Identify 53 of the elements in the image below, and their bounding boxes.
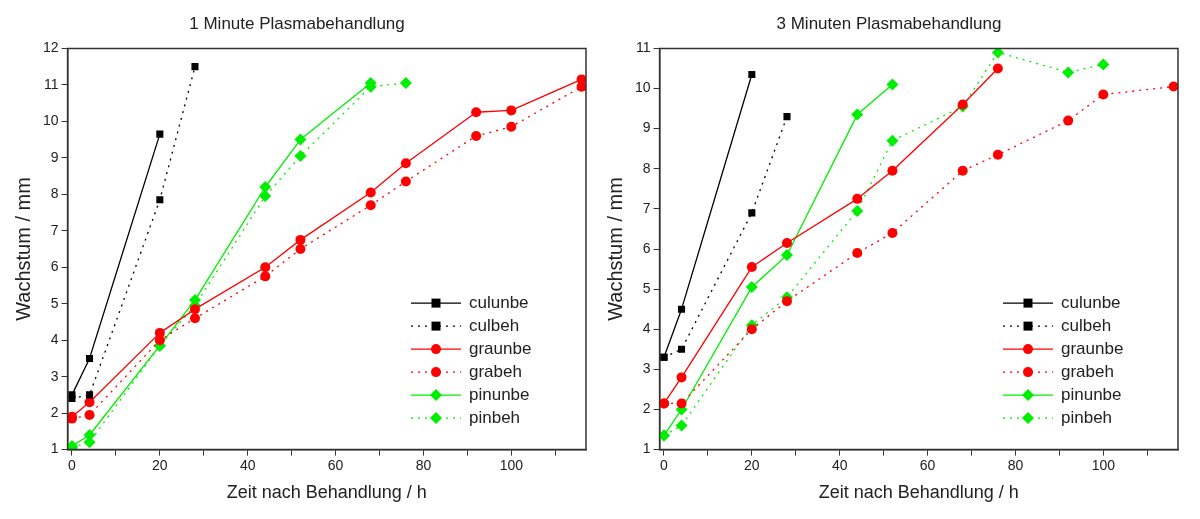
y-tick-label: 11 (44, 75, 59, 92)
y-tick-label: 9 (50, 148, 59, 165)
legend-label: pinbeh (469, 407, 521, 427)
y-tick-label: 7 (642, 199, 651, 216)
legend-label: pinunbe (469, 384, 530, 404)
y-tick-label: 5 (50, 294, 59, 311)
legend-label: grabeh (1061, 361, 1114, 381)
y-tick-label: 6 (642, 239, 651, 256)
x-tick-label: 20 (152, 457, 168, 474)
y-tick-label: 5 (642, 279, 651, 296)
chart-title: 3 Minuten Plasmabehandlung (776, 13, 1002, 33)
y-tick-label: 10 (42, 112, 59, 129)
legend-label: graunbe (469, 338, 532, 358)
x-tick-label: 40 (239, 457, 256, 474)
y-tick-label: 1 (50, 440, 59, 457)
y-tick-label: 11 (636, 39, 651, 56)
legend-label: culbeh (469, 315, 520, 335)
y-tick-label: 2 (50, 403, 59, 420)
y-tick-label: 3 (642, 360, 651, 377)
y-tick-label: 7 (50, 221, 59, 238)
y-axis-title: Wachstum / mm (603, 177, 626, 321)
y-axis-title: Wachstum / mm (11, 177, 34, 321)
x-axis-title: Zeit nach Behandlung / h (818, 482, 1019, 503)
chart-title: 1 Minute Plasmabehandlung (189, 13, 405, 33)
x-tick-label: 0 (660, 457, 669, 474)
x-tick-label: 80 (1007, 457, 1024, 474)
legend-label: culunbe (469, 292, 529, 312)
legend-label: pinunbe (1061, 384, 1122, 404)
y-tick-label: 6 (50, 258, 59, 275)
y-tick-label: 12 (42, 39, 59, 56)
legend-label: culunbe (1061, 292, 1121, 312)
x-tick-label: 100 (499, 457, 524, 474)
legend-label: culbeh (1061, 315, 1112, 335)
y-tick-label: 1 (642, 440, 651, 457)
y-tick-label: 4 (50, 331, 59, 348)
x-tick-label: 80 (415, 457, 432, 474)
x-tick-label: 60 (327, 457, 344, 474)
legend-label: pinbeh (1061, 407, 1113, 427)
legend-label: graunbe (1061, 338, 1124, 358)
y-tick-label: 8 (642, 159, 651, 176)
y-tick-label: 8 (50, 185, 59, 202)
x-tick-label: 40 (831, 457, 848, 474)
x-tick-label: 60 (919, 457, 936, 474)
x-tick-label: 0 (68, 457, 77, 474)
y-tick-label: 9 (642, 119, 651, 136)
y-tick-label: 3 (50, 367, 59, 384)
y-tick-label: 4 (642, 320, 651, 337)
x-tick-label: 20 (744, 457, 760, 474)
legend-label: grabeh (469, 361, 522, 381)
y-tick-label: 2 (642, 400, 651, 417)
x-tick-label: 100 (1091, 457, 1116, 474)
x-axis-title: Zeit nach Behandlung / h (226, 482, 427, 503)
y-tick-label: 10 (634, 79, 651, 96)
